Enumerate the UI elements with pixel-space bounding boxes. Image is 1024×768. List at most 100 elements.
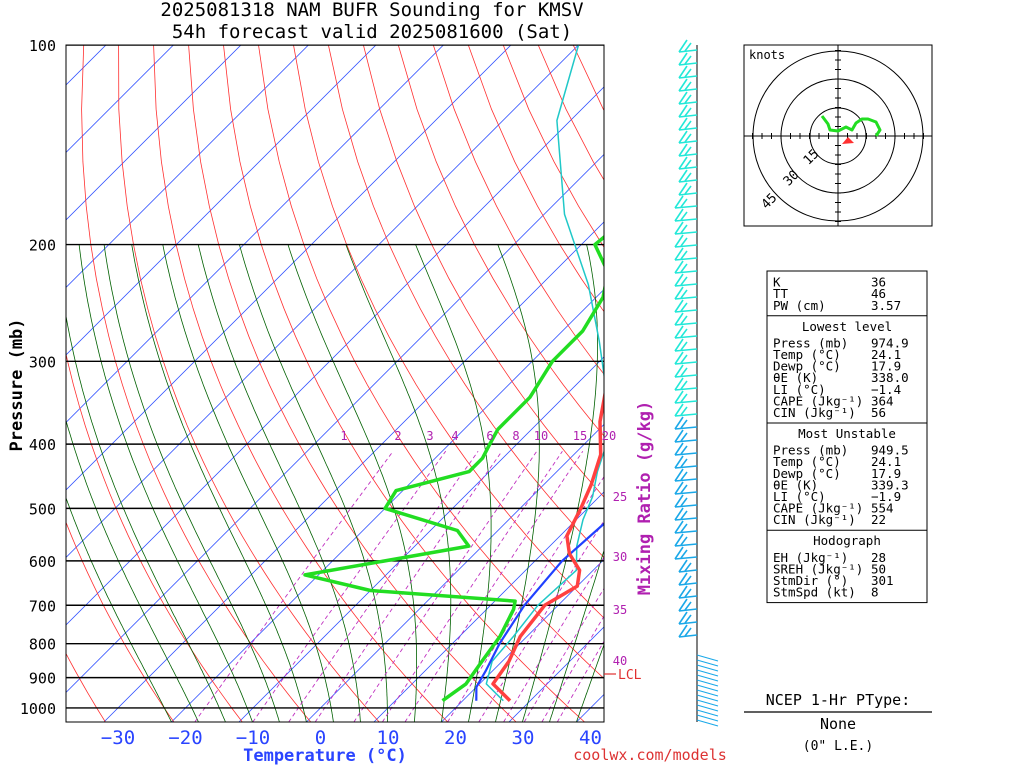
wind-barb-flag xyxy=(684,159,692,169)
wind-barb xyxy=(674,491,698,495)
pressure-tick-labels: 100 200 300 400 500 600 700 800 900 1000 xyxy=(20,37,56,718)
dry-adiabat-line xyxy=(66,352,243,722)
wind-barb-flag xyxy=(684,562,692,572)
mixing-ratio-line xyxy=(353,450,538,722)
moist-adiabat-line xyxy=(66,496,172,722)
mixing-ratio-line xyxy=(194,450,394,722)
wind-barb xyxy=(674,218,698,222)
wind-barb-flag xyxy=(680,406,688,416)
wind-barb-flag xyxy=(680,276,688,286)
indices-value: 36 xyxy=(871,275,886,290)
indices-value: 364 xyxy=(871,393,894,408)
wind-barb xyxy=(674,231,698,235)
wind-barb-flag xyxy=(674,403,684,417)
indices-label: K xyxy=(773,275,781,290)
wind-barb-flag xyxy=(678,143,688,157)
skewt-frame xyxy=(65,44,605,723)
isotherm-line xyxy=(66,45,512,491)
indices-label: Temp (°C) xyxy=(773,347,841,362)
dry-adiabat-line xyxy=(258,45,604,680)
mixing-ratio-tick-label: 35 xyxy=(613,603,627,617)
wind-barb-flag xyxy=(680,549,688,559)
wind-barb-flag xyxy=(680,393,688,403)
mixing-ratio-line xyxy=(556,640,604,722)
isotherm-line xyxy=(66,45,377,356)
wind-barb-flag xyxy=(674,208,684,222)
wind-barb xyxy=(696,699,719,707)
indices-label: CIN (Jkg⁻¹) xyxy=(773,512,856,527)
indices-value: 301 xyxy=(871,573,894,588)
indices-value: 46 xyxy=(871,286,886,301)
pressure-tick-label: 500 xyxy=(29,500,56,518)
isotherm-line xyxy=(66,45,309,289)
wind-barb xyxy=(674,413,698,417)
wind-barb-flag xyxy=(684,185,692,195)
moist-adiabat-line xyxy=(287,244,418,722)
indices-value: 17.9 xyxy=(871,359,901,374)
x-axis-label: Temperature (°C) xyxy=(243,746,407,766)
indices-value: 8 xyxy=(871,585,879,600)
mixing-ratio-tick-label: 25 xyxy=(613,490,627,504)
wind-barb-flag xyxy=(680,536,688,546)
ptype-note: (0" L.E.) xyxy=(803,739,873,754)
indices-section-title: Lowest level xyxy=(802,319,892,334)
mixing-ratio-tick-label: 15 xyxy=(573,429,587,443)
wind-barb-flag xyxy=(674,377,684,391)
wind-barb xyxy=(678,62,698,66)
wind-barb-flag xyxy=(684,81,692,91)
indices-label: LI (°C) xyxy=(773,489,826,504)
wind-barb xyxy=(678,49,698,53)
indices-value: 3.57 xyxy=(871,298,901,313)
moist-adiabat-line xyxy=(495,244,540,722)
wind-barb-flag xyxy=(680,237,688,247)
wind-barb xyxy=(696,654,719,662)
mixing-ratio-line xyxy=(382,450,563,722)
wind-barb-flag xyxy=(674,429,684,443)
temperature-tick-label: 10 xyxy=(377,727,400,749)
wind-barb xyxy=(674,322,698,326)
wind-barb-flag xyxy=(674,520,684,534)
wind-barb xyxy=(678,192,698,196)
wind-barb-flag xyxy=(678,559,688,573)
indices-label: Press (mb) xyxy=(773,335,848,350)
mixing-ratio-tick-label: 1 xyxy=(340,429,347,443)
wind-barb-flag xyxy=(678,156,688,170)
mixing-ratio-line xyxy=(314,450,503,722)
pressure-tick-label: 100 xyxy=(29,37,56,55)
wind-barb-flag xyxy=(680,328,688,338)
wind-barb-flag xyxy=(678,117,688,131)
mixing-ratio-line xyxy=(288,450,479,722)
wind-barb-flag xyxy=(674,221,684,235)
wind-barb-flag xyxy=(678,39,688,53)
isotherm-line xyxy=(66,45,444,424)
temperature-tick-label: 40 xyxy=(579,727,602,749)
isotherm-line xyxy=(66,45,242,221)
moist-adiabat-line xyxy=(162,244,334,722)
wind-barb-flag xyxy=(680,302,688,312)
moist-adiabat-line xyxy=(239,244,388,722)
dry-adiabat-line xyxy=(397,45,604,437)
wind-barb xyxy=(696,684,719,692)
indices-label: θE (K) xyxy=(773,477,818,492)
wind-barb-flag xyxy=(680,289,688,299)
wind-barb-flag xyxy=(678,585,688,599)
wind-barb-flag xyxy=(678,78,688,92)
wind-barb-flag xyxy=(680,341,688,351)
wind-barb-column xyxy=(674,39,719,727)
mixing-ratio-tick-label: 10 xyxy=(534,429,548,443)
pressure-tick-label: 600 xyxy=(29,553,56,571)
moist-adiabat-line xyxy=(131,244,307,722)
wind-barb xyxy=(696,709,719,717)
moist-adiabat-line xyxy=(78,244,253,722)
pressure-tick-label: 200 xyxy=(29,237,56,255)
wind-barb-flag xyxy=(684,42,692,52)
wind-barb-flag xyxy=(678,52,688,66)
wind-barb-flag xyxy=(684,588,692,598)
storm-motion-marker xyxy=(842,137,854,144)
wind-barb-flag xyxy=(684,94,692,104)
dry-adiabat-line xyxy=(153,45,448,722)
wind-barb-flag xyxy=(684,575,692,585)
wind-barb xyxy=(674,478,698,482)
temperature-tick-label: 30 xyxy=(512,727,535,749)
mixing-ratio-tick-label: 30 xyxy=(613,550,627,564)
